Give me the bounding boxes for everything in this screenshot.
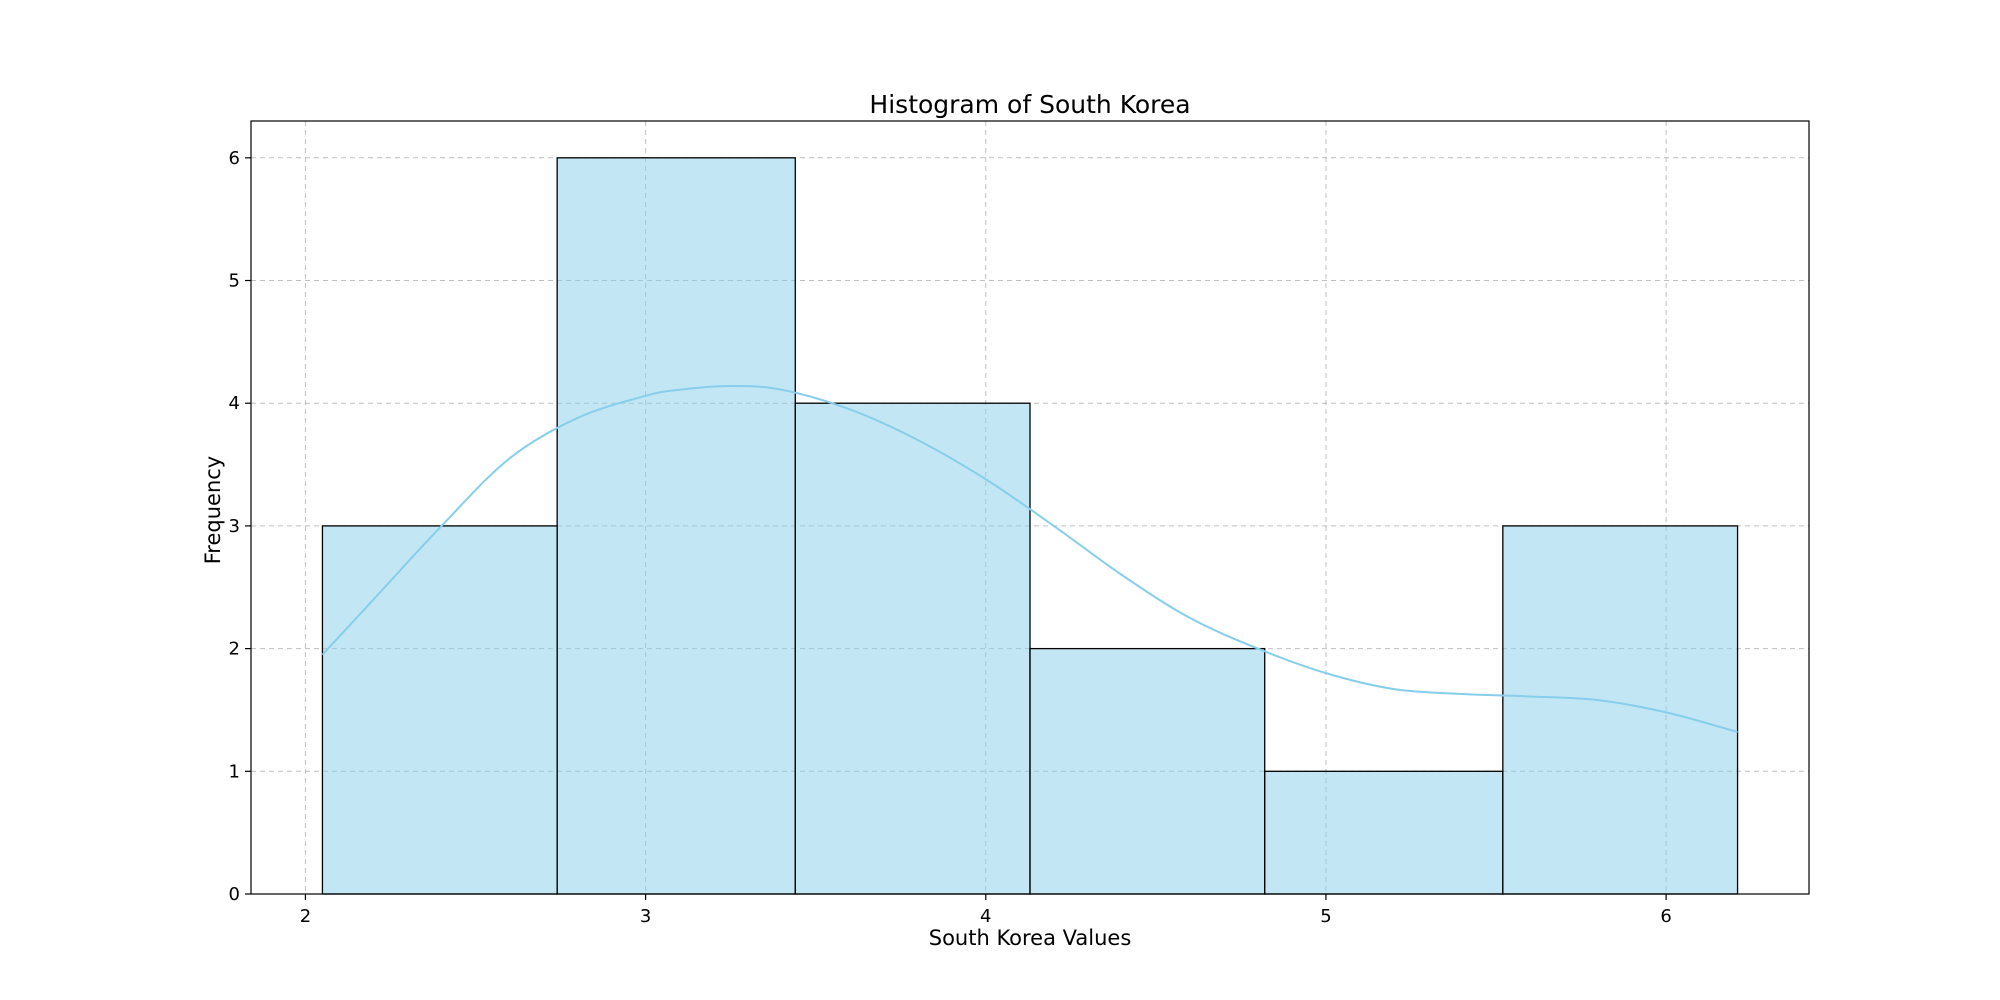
x-tick-label: 5: [1320, 906, 1331, 927]
x-tick-label: 2: [300, 906, 311, 927]
y-tick-label: 3: [229, 516, 240, 537]
y-tick-label: 1: [229, 761, 240, 782]
histogram-bars: [321, 157, 1739, 895]
histogram-bar-6: [1502, 525, 1739, 895]
histogram-bar-4: [1029, 647, 1266, 895]
histogram-bar-5: [1264, 770, 1504, 895]
histogram-bar-3: [794, 402, 1031, 895]
y-axis-ticks: 0 1 2 3 4 5 6: [229, 148, 251, 905]
histogram-bar-1: [321, 525, 558, 895]
x-tick-label: 3: [640, 906, 651, 927]
y-tick-label: 4: [229, 393, 240, 414]
x-axis-ticks: 2 3 4 5 6: [300, 894, 1672, 927]
y-tick-label: 0: [229, 884, 240, 905]
x-axis-label: South Korea Values: [929, 926, 1132, 950]
y-tick-label: 6: [229, 148, 240, 169]
chart-title: Histogram of South Korea: [869, 90, 1190, 119]
y-axis-label: Frequency: [201, 456, 225, 565]
kde-curve: [321, 385, 1738, 734]
plot-frame: [250, 120, 1810, 895]
y-tick-label: 5: [229, 271, 240, 292]
histogram-bar-2: [556, 157, 796, 895]
kde-curve-group: [321, 385, 1738, 734]
x-tick-label: 4: [980, 906, 991, 927]
y-tick-label: 2: [229, 639, 240, 660]
x-tick-label: 6: [1660, 906, 1671, 927]
